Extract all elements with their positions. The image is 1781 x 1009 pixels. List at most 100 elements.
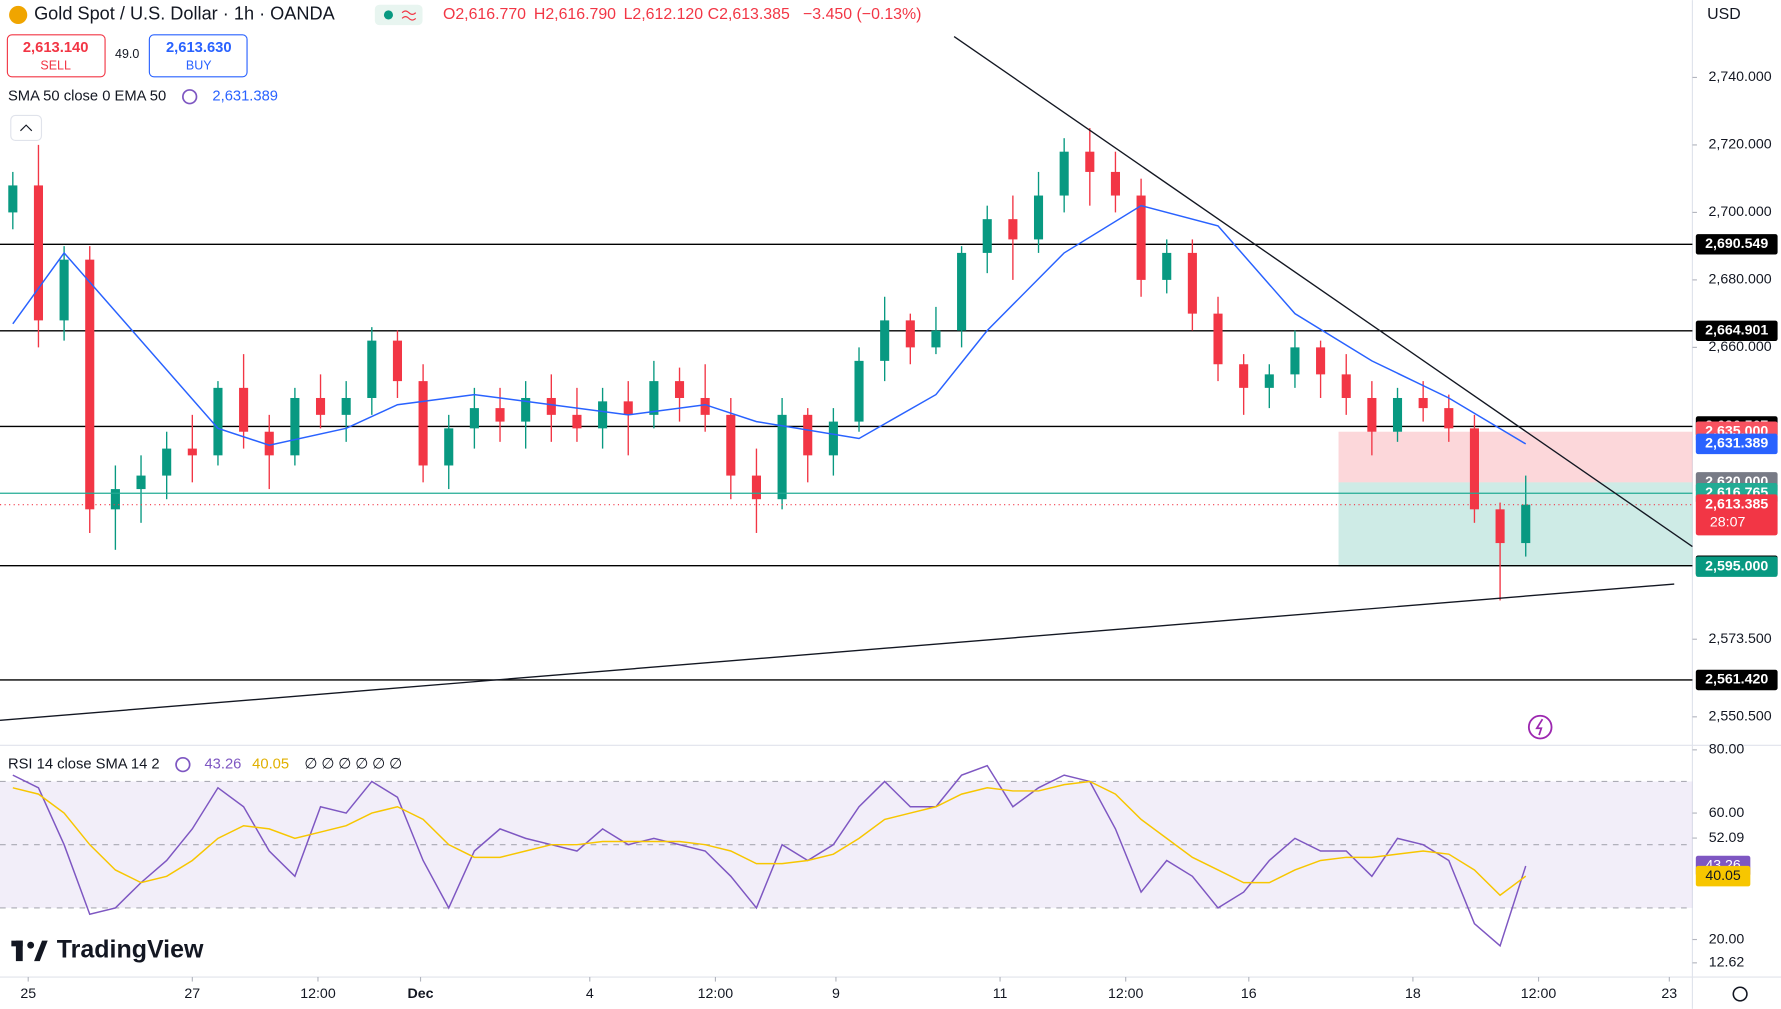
candle-body: [341, 397, 351, 415]
candle-body: [1239, 364, 1249, 388]
rsi-sma-value: 40.05: [252, 757, 289, 773]
candle-body: [931, 330, 941, 348]
indicator-icon[interactable]: [182, 89, 198, 105]
candle-body: [1264, 374, 1274, 388]
candle-body: [674, 381, 685, 398]
collapse-button[interactable]: [10, 114, 43, 142]
candle-body: [367, 340, 377, 398]
logo-mark: [15, 940, 23, 962]
level-tag: [1695, 234, 1778, 255]
logo-mark: [34, 940, 48, 962]
x-tick-label: 12:00: [300, 986, 336, 1002]
x-tick-label: Dec: [408, 986, 434, 1002]
sell-button[interactable]: [6, 34, 106, 78]
currency[interactable]: USD: [1707, 6, 1741, 23]
spread: 49.0: [115, 47, 139, 61]
candle-body: [1392, 397, 1403, 432]
x-tick-label: 16: [1241, 986, 1257, 1002]
price-tag-label: 2,631.389: [1705, 436, 1768, 452]
indicator-value: 2,631.389: [212, 89, 278, 105]
candle-body: [1316, 347, 1326, 375]
x-tick-label: 12:00: [1521, 986, 1557, 1002]
candle-body: [1495, 509, 1505, 544]
candle-body: [264, 431, 274, 456]
buy-button[interactable]: [148, 34, 248, 78]
candle-body: [623, 401, 633, 415]
candle-body: [982, 219, 992, 253]
rsi-placeholders: ∅ ∅ ∅ ∅ ∅ ∅: [304, 757, 402, 773]
settings-icon[interactable]: [1732, 986, 1748, 1002]
candle-body: [777, 414, 787, 500]
logo-mark: [27, 941, 35, 949]
y-tick-label: 2,680.000: [1709, 272, 1772, 288]
level-tag-label: 2,561.420: [1705, 672, 1768, 688]
y-tick-label: 2,720.000: [1709, 137, 1772, 153]
candle-body: [33, 185, 44, 321]
ohlc-close: C2,613.385: [708, 6, 790, 23]
candle-body: [880, 320, 890, 361]
level-tag-label: 2,690.549: [1705, 236, 1768, 252]
symbol-title: Gold Spot / U.S. Dollar · 1h · OANDA: [34, 4, 336, 24]
candle-body: [905, 320, 915, 348]
x-tick-label: 12:00: [1108, 986, 1144, 1002]
candle-body: [1341, 374, 1351, 398]
x-tick-label: 18: [1405, 986, 1421, 1002]
y-tick-label: 12.62: [1709, 955, 1745, 971]
last-price-label: 2,613.385: [1705, 496, 1768, 512]
candle-body: [598, 401, 608, 429]
candle-body: [1110, 171, 1120, 196]
candle-body: [136, 475, 146, 490]
candle-body: [1162, 252, 1172, 280]
candle-body: [828, 421, 838, 456]
candle-body: [59, 259, 69, 321]
candle-body: [1085, 151, 1095, 172]
candle-body: [187, 448, 197, 456]
level-tag-label: 2,664.901: [1705, 323, 1768, 339]
rsi-tag: [1695, 865, 1751, 887]
trend-line: [953, 35, 1693, 548]
candle-body: [854, 360, 864, 422]
candle-body: [726, 414, 736, 476]
alert-bolt: [1535, 718, 1544, 736]
rsi-icon[interactable]: [175, 756, 191, 773]
trend-line: [0, 583, 1675, 721]
status-icon: [401, 10, 417, 21]
candle-body: [521, 397, 531, 422]
indicator-label: SMA 50 close 0 EMA 50: [8, 89, 166, 105]
candle-body: [418, 381, 428, 466]
rsi-line: [12, 780, 1527, 897]
collapse-icon: [20, 124, 33, 132]
y-tick-label: 2,550.500: [1709, 709, 1772, 725]
y-tick-label: 60.00: [1709, 805, 1745, 821]
sell-price: 2,613.140: [23, 40, 89, 56]
rsi-tag-label: 40.05: [1705, 868, 1741, 884]
ma-line: [12, 204, 1527, 446]
candle-body: [1418, 397, 1428, 409]
candle-body: [957, 252, 967, 331]
status-pill[interactable]: [374, 4, 423, 26]
candle-body: [1367, 397, 1377, 432]
countdown: 28:07: [1710, 515, 1746, 531]
candle-body: [1213, 313, 1223, 365]
candle-body: [700, 397, 710, 415]
candle-body: [1187, 252, 1197, 314]
candle-body: [315, 397, 326, 415]
buy-label: BUY: [186, 58, 212, 72]
x-tick-label: 11: [993, 986, 1008, 1002]
alert-icon[interactable]: [1527, 714, 1553, 740]
rsi-value: 43.26: [204, 757, 241, 773]
overlay: 2,740.000 2,720.000 2,700.000 2,680.000 2,66…: [20, 69, 1778, 1002]
stop-zone: [1338, 431, 1693, 483]
symbol-icon: [9, 5, 28, 25]
candle-body: [469, 408, 479, 429]
x-tick-label: 9: [832, 986, 840, 1002]
candle-body: [495, 408, 505, 422]
candle-body: [213, 387, 223, 456]
price-tag: [1695, 556, 1778, 577]
candle-body: [110, 489, 120, 510]
candle-body: [8, 185, 18, 213]
x-tick-label: 4: [586, 986, 594, 1002]
candle-body: [803, 414, 813, 456]
candle-body: [649, 381, 659, 415]
level-tag: [1695, 320, 1778, 342]
